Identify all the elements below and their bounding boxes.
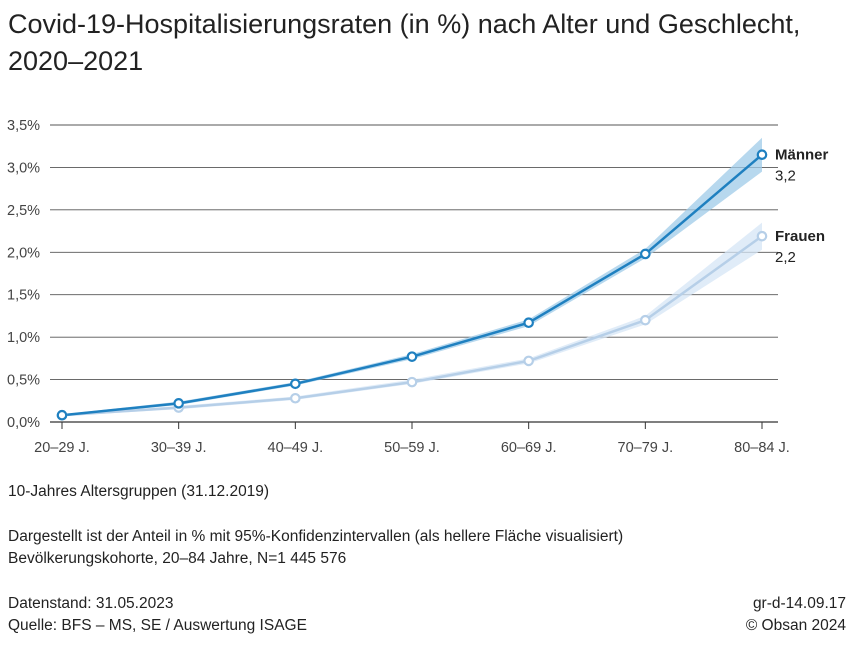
series-value-label: 2,2 (775, 249, 796, 266)
x-tick-label: 30–39 J. (151, 440, 207, 456)
data-source: Quelle: BFS – MS, SE / Auswertung ISAGE (8, 617, 307, 634)
data-point (640, 248, 651, 260)
data-point (290, 378, 301, 390)
x-tick-label: 50–59 J. (384, 440, 440, 456)
series-line (61, 153, 763, 417)
y-axis-ticks: 0,0% 0,5% 1,0% 1,5% 2,0% 2,5% 3,0% 3,5% (7, 118, 40, 431)
data-point (640, 314, 651, 326)
x-tick-label: 80–84 J. (734, 440, 790, 456)
y-tick-label: 1,0% (7, 330, 40, 346)
data-point (406, 351, 418, 362)
data-point (290, 392, 301, 404)
series-line (61, 235, 763, 417)
y-tick-label: 3,5% (7, 118, 40, 134)
age-group-note: 10-Jahres Altersgruppen (31.12.2019) (8, 483, 270, 500)
series-end-labels: Männer 3,2 Frauen 2,2 (775, 147, 829, 266)
data-date: Datenstand: 31.05.2023 (8, 595, 174, 612)
line-chart: 0,0% 0,5% 1,0% 1,5% 2,0% 2,5% 3,0% 3,5% 20–29 J… (7, 118, 829, 456)
series-name-label: Männer (775, 147, 829, 164)
y-tick-label: 2,5% (7, 203, 40, 219)
y-tick-label: 2,0% (7, 245, 40, 261)
data-point (56, 409, 68, 421)
x-tick-label: 20–29 J. (34, 440, 90, 456)
series-name-label: Frauen (775, 228, 825, 245)
confidence-band (62, 137, 762, 417)
data-point (523, 355, 534, 367)
graphic-id: gr-d-14.09.17 (752, 595, 846, 612)
data-point (756, 230, 768, 242)
y-tick-label: 3,0% (7, 160, 40, 176)
data-point (523, 317, 534, 329)
x-tick-label: 70–79 J. (618, 440, 674, 456)
series-value-label: 3,2 (775, 168, 796, 185)
data-point (756, 149, 768, 160)
chart-title: Covid-19-Hospitalisierungsraten (in %) n… (8, 9, 801, 76)
x-tick-label: 40–49 J. (268, 440, 324, 456)
description-line-2: Bevölkerungskohorte, 20–84 Jahre, N=1 44… (8, 550, 347, 567)
description-line-1: Dargestellt ist der Anteil in % mit 95%-… (8, 528, 624, 545)
x-tick-label: 60–69 J. (501, 440, 557, 456)
copyright: © Obsan 2024 (745, 617, 846, 634)
y-tick-label: 0,0% (7, 415, 40, 431)
y-tick-label: 1,5% (7, 288, 40, 304)
confidence-bands (62, 137, 762, 417)
series-points (56, 149, 768, 421)
x-axis-ticks: 20–29 J. 30–39 J. 40–49 J. 50–59 J. 60–69 J.… (34, 422, 790, 456)
y-tick-label: 0,5% (7, 373, 40, 389)
data-point (406, 376, 418, 388)
data-point (173, 398, 184, 409)
series-lines (61, 153, 763, 417)
gridlines (50, 124, 778, 423)
